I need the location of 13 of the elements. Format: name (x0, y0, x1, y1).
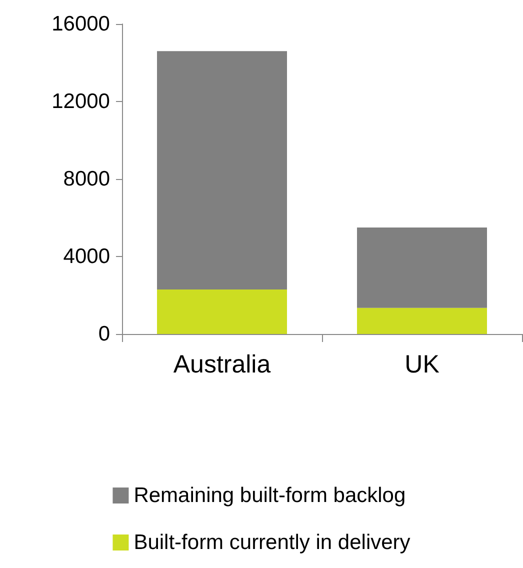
legend-label: Remaining built-form backlog (134, 484, 406, 507)
bar (157, 289, 287, 334)
bar (357, 227, 487, 308)
y-tick-label: 8000 (63, 168, 110, 190)
bar (157, 51, 287, 290)
y-tick-label: 4000 (63, 245, 110, 268)
y-tick-label: 12000 (52, 90, 110, 113)
legend-label: Built-form currently in delivery (134, 531, 411, 554)
y-tick-label: 16000 (52, 12, 110, 36)
y-tick-label: 0 (98, 322, 110, 346)
x-tick-label: Australia (173, 350, 271, 378)
bar (357, 308, 487, 334)
x-tick-label: UK (404, 350, 440, 378)
